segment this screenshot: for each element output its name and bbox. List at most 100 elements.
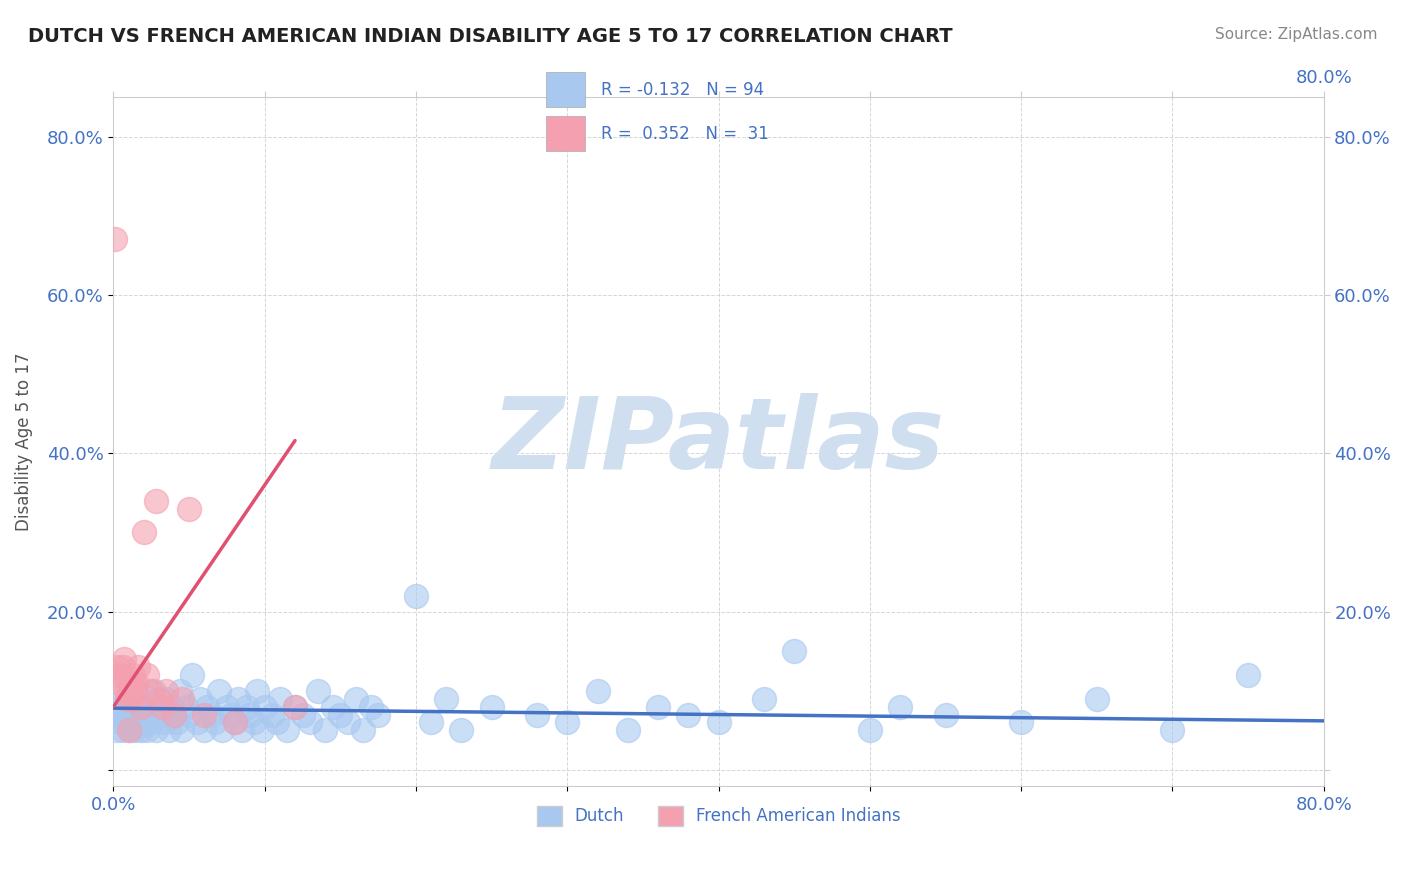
Point [1161, 723, 1184, 738]
Point [322, 699, 344, 714]
Point [526, 707, 548, 722]
Point [174, 699, 197, 714]
Point [336, 715, 359, 730]
Point [153, 715, 176, 730]
Point [262, 707, 284, 722]
Point [284, 699, 307, 714]
Point [291, 707, 314, 722]
Point [135, 723, 157, 738]
Point [125, 676, 148, 690]
Point [159, 723, 181, 738]
Point [141, 715, 163, 730]
Point [122, 668, 145, 682]
Point [221, 707, 243, 722]
Point [1010, 715, 1032, 730]
Text: Source: ZipAtlas.com: Source: ZipAtlas.com [1215, 27, 1378, 42]
Text: R = -0.132   N = 94: R = -0.132 N = 94 [602, 81, 765, 99]
Point [231, 723, 253, 738]
Point [148, 699, 170, 714]
Point [889, 699, 911, 714]
Point [344, 691, 367, 706]
Point [783, 644, 806, 658]
Point [170, 723, 193, 738]
Point [150, 699, 173, 714]
Point [107, 707, 129, 722]
Point [107, 668, 129, 682]
Point [481, 699, 503, 714]
Point [129, 723, 152, 738]
Point [193, 723, 215, 738]
Point [117, 683, 139, 698]
Point [208, 683, 231, 698]
FancyBboxPatch shape [546, 117, 585, 151]
Point [117, 723, 139, 738]
Point [145, 723, 167, 738]
Point [266, 715, 288, 730]
Point [239, 707, 262, 722]
Point [224, 715, 246, 730]
Point [145, 493, 167, 508]
Point [129, 699, 152, 714]
Point [150, 707, 173, 722]
Legend: Dutch, French American Indians: Dutch, French American Indians [530, 799, 907, 832]
Point [367, 707, 389, 722]
Point [250, 723, 273, 738]
Point [360, 699, 382, 714]
FancyBboxPatch shape [546, 72, 585, 107]
Point [108, 715, 131, 730]
Point [450, 723, 472, 738]
Point [105, 723, 128, 738]
Point [307, 683, 329, 698]
Point [148, 691, 170, 706]
Point [117, 699, 139, 714]
Point [114, 715, 136, 730]
Point [127, 715, 149, 730]
Point [215, 699, 238, 714]
Point [405, 589, 427, 603]
Point [186, 715, 208, 730]
Point [110, 668, 132, 682]
Point [110, 699, 132, 714]
Point [162, 699, 184, 714]
Point [329, 707, 352, 722]
Point [211, 723, 233, 738]
Point [859, 723, 882, 738]
Text: ZIPatlas: ZIPatlas [492, 392, 945, 490]
Point [1085, 691, 1108, 706]
Y-axis label: Disability Age 5 to 17: Disability Age 5 to 17 [15, 352, 32, 531]
Point [179, 707, 201, 722]
Point [201, 707, 224, 722]
Point [121, 691, 143, 706]
Point [166, 715, 188, 730]
Point [678, 707, 700, 722]
Text: DUTCH VS FRENCH AMERICAN INDIAN DISABILITY AGE 5 TO 17 CORRELATION CHART: DUTCH VS FRENCH AMERICAN INDIAN DISABILI… [28, 27, 953, 45]
Point [155, 691, 177, 706]
Point [586, 683, 609, 698]
Point [170, 691, 193, 706]
Point [299, 715, 322, 730]
Point [143, 683, 166, 698]
Point [224, 715, 246, 730]
Point [195, 699, 218, 714]
Point [163, 707, 186, 722]
Point [108, 676, 131, 690]
Point [111, 723, 134, 738]
Point [246, 683, 269, 698]
Point [163, 707, 186, 722]
Point [111, 660, 134, 674]
Point [131, 715, 153, 730]
Point [276, 723, 298, 738]
Point [647, 699, 669, 714]
Point [169, 683, 191, 698]
Point [128, 707, 150, 722]
Point [135, 668, 157, 682]
Point [253, 699, 276, 714]
Point [120, 676, 142, 690]
Point [226, 691, 249, 706]
Point [124, 723, 146, 738]
Point [188, 691, 211, 706]
Point [115, 707, 138, 722]
Point [617, 723, 640, 738]
Point [752, 691, 775, 706]
Point [132, 525, 155, 540]
